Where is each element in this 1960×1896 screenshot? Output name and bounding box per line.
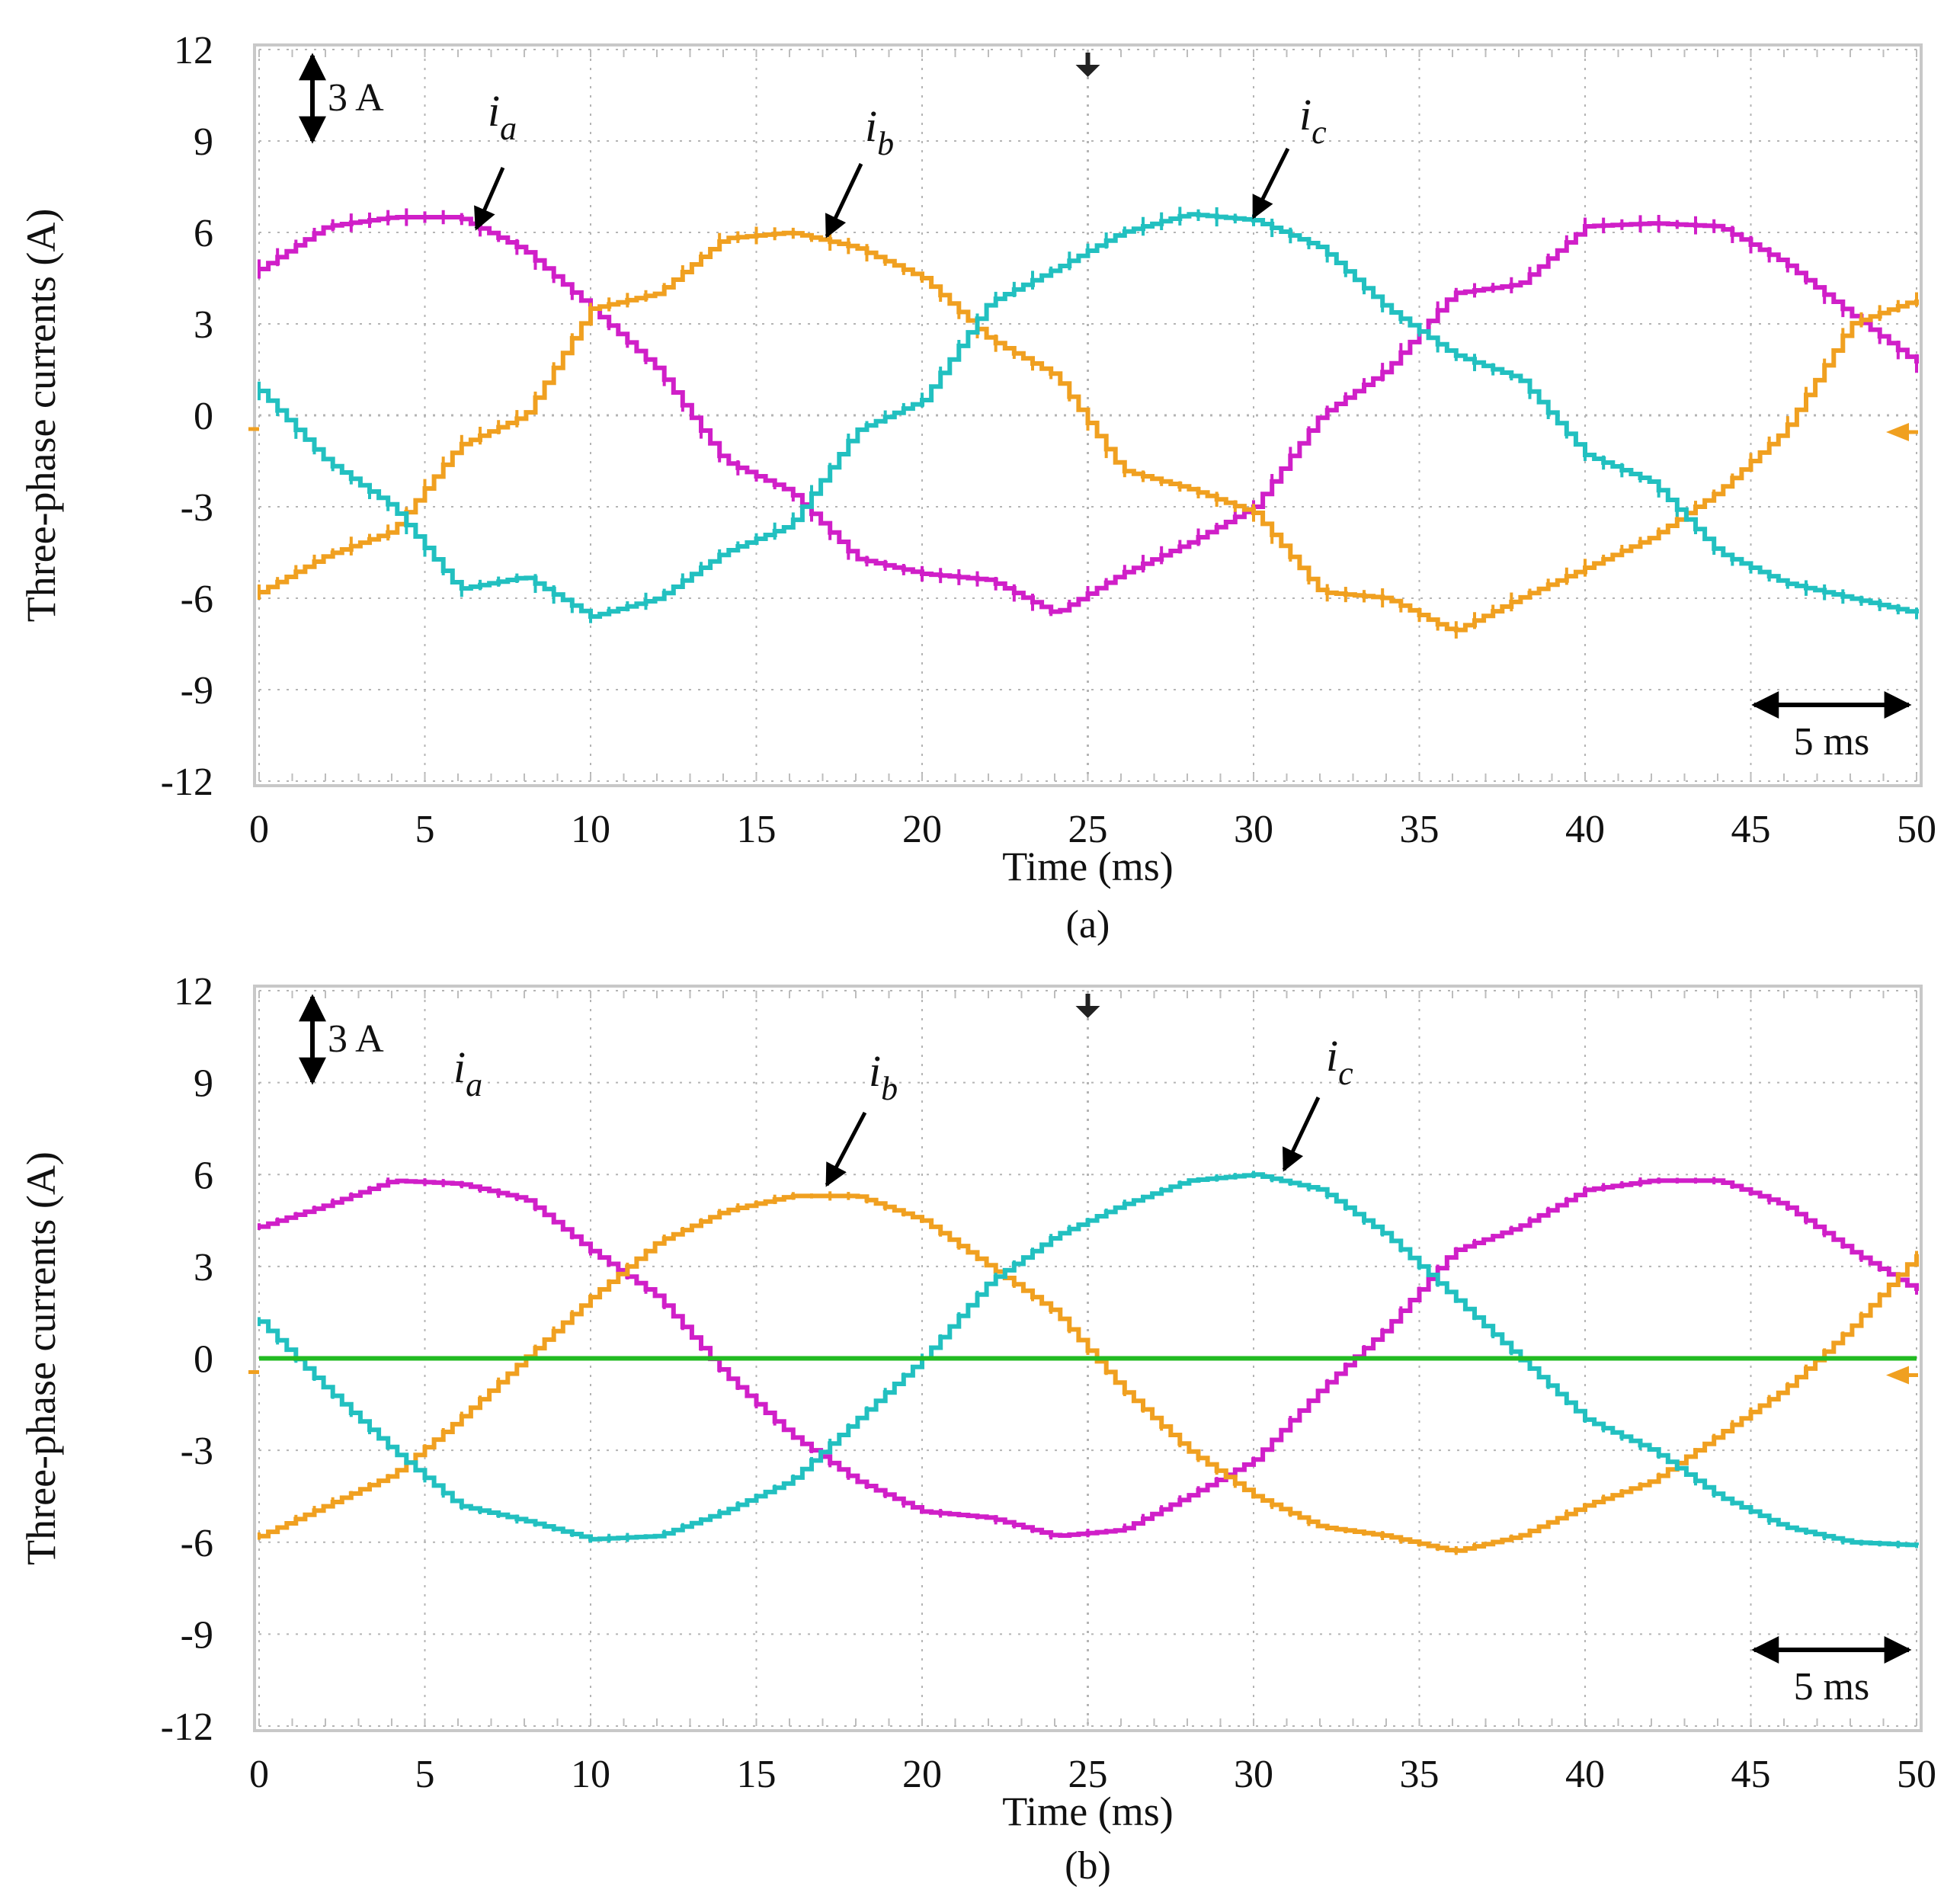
series-label-ic: ic (1326, 1031, 1353, 1092)
series-pointer-arrow-icon (825, 1111, 867, 1187)
x-tick-label: 40 (1565, 1753, 1605, 1796)
y-tick-label: -6 (181, 1522, 213, 1565)
series-pointer-arrow-icon (1282, 1096, 1321, 1172)
x-tick-label: 10 (571, 808, 610, 851)
x-tick-label: 5 (415, 808, 435, 851)
x-tick-label: 50 (1897, 1753, 1936, 1796)
trigger-marker-icon (1075, 1006, 1100, 1018)
series-pointer-arrow-icon (474, 166, 505, 231)
y-tick-label: 3 (194, 1246, 213, 1289)
x-tick-label: 30 (1234, 1753, 1273, 1796)
x-tick-label: 50 (1897, 808, 1936, 851)
series-name: i (1299, 90, 1311, 139)
x-tick-label: 20 (902, 1753, 942, 1796)
reference-level-arrow-icon (1886, 1366, 1909, 1385)
series-label-ic: ic (1299, 90, 1327, 151)
y-tick-label: 9 (194, 1062, 213, 1106)
y-tick-label: -9 (181, 1613, 213, 1657)
current-scale-label: 3 A (328, 1017, 384, 1061)
series-name: i (869, 1046, 881, 1096)
y-tick-label: 6 (194, 1154, 213, 1197)
series-subscript: b (877, 125, 894, 162)
x-tick-label: 15 (737, 808, 777, 851)
series-label-ia: ia (453, 1042, 482, 1103)
x-tick-label: 20 (902, 808, 942, 851)
current-scale-label: 3 A (328, 76, 384, 120)
series-subscript: a (500, 110, 517, 147)
x-tick-label: 0 (249, 808, 269, 851)
y-tick-label: 0 (194, 395, 213, 438)
y-tick-label: 12 (174, 29, 213, 72)
y-tick-label: -6 (181, 578, 213, 621)
y-tick-label: 12 (174, 970, 213, 1014)
panel-caption: (a) (1066, 903, 1110, 946)
y-tick-label: -9 (181, 669, 213, 713)
series-name: i (453, 1042, 466, 1092)
x-tick-label: 45 (1731, 1753, 1771, 1796)
series-name: i (488, 86, 500, 136)
x-tick-label: 40 (1565, 808, 1605, 851)
x-tick-label: 30 (1234, 808, 1273, 851)
reference-level-arrow-icon (1886, 423, 1909, 441)
series-ib (258, 226, 1919, 639)
trigger-marker-icon (1075, 65, 1100, 77)
grid (258, 49, 1917, 782)
series-ia (258, 1177, 1919, 1540)
grid (258, 990, 1917, 1727)
time-scale-label: 5 ms (1794, 720, 1870, 764)
series-ic (258, 207, 1919, 623)
y-tick-label: -3 (181, 486, 213, 530)
x-tick-label: 5 (415, 1753, 435, 1796)
series-ic (258, 1171, 1919, 1549)
series-label-ib: ib (869, 1046, 898, 1107)
time-scale-label: 5 ms (1794, 1665, 1870, 1709)
x-tick-label: 10 (571, 1753, 610, 1796)
y-tick-label: 0 (194, 1338, 213, 1382)
series-subscript: c (1311, 114, 1327, 151)
series-name: i (1326, 1031, 1338, 1081)
x-tick-label: 35 (1400, 808, 1440, 851)
y-tick-label: -12 (161, 1705, 213, 1749)
y-tick-label: 6 (194, 212, 213, 255)
series-label-ib: ib (865, 101, 894, 162)
x-tick-label: 25 (1068, 808, 1108, 851)
x-tick-label: 0 (249, 1753, 269, 1796)
series-subscript: a (466, 1066, 482, 1103)
y-tick-label: -12 (161, 761, 213, 804)
y-axis-label: Three-phase currents (A) (18, 209, 64, 623)
x-tick-label: 25 (1068, 1753, 1108, 1796)
series-name: i (865, 101, 877, 151)
x-tick-label: 35 (1400, 1753, 1440, 1796)
series-subscript: c (1338, 1055, 1353, 1092)
x-axis-label: Time (ms) (1002, 1789, 1174, 1834)
x-axis-label: Time (ms) (1002, 844, 1174, 889)
x-tick-label: 15 (737, 1753, 777, 1796)
y-tick-label: 9 (194, 120, 213, 164)
y-axis-label: Three-phase currents (A) (18, 1151, 64, 1565)
y-tick-label: -3 (181, 1430, 213, 1473)
y-tick-label: 3 (194, 303, 213, 347)
series-label-ia: ia (488, 86, 517, 147)
x-tick-label: 45 (1731, 808, 1771, 851)
series-pointer-arrow-icon (825, 162, 863, 239)
panel-caption: (b) (1065, 1844, 1111, 1888)
series-line (259, 215, 1919, 614)
series-pointer-arrow-icon (1251, 147, 1290, 219)
series-subscript: b (881, 1070, 898, 1107)
